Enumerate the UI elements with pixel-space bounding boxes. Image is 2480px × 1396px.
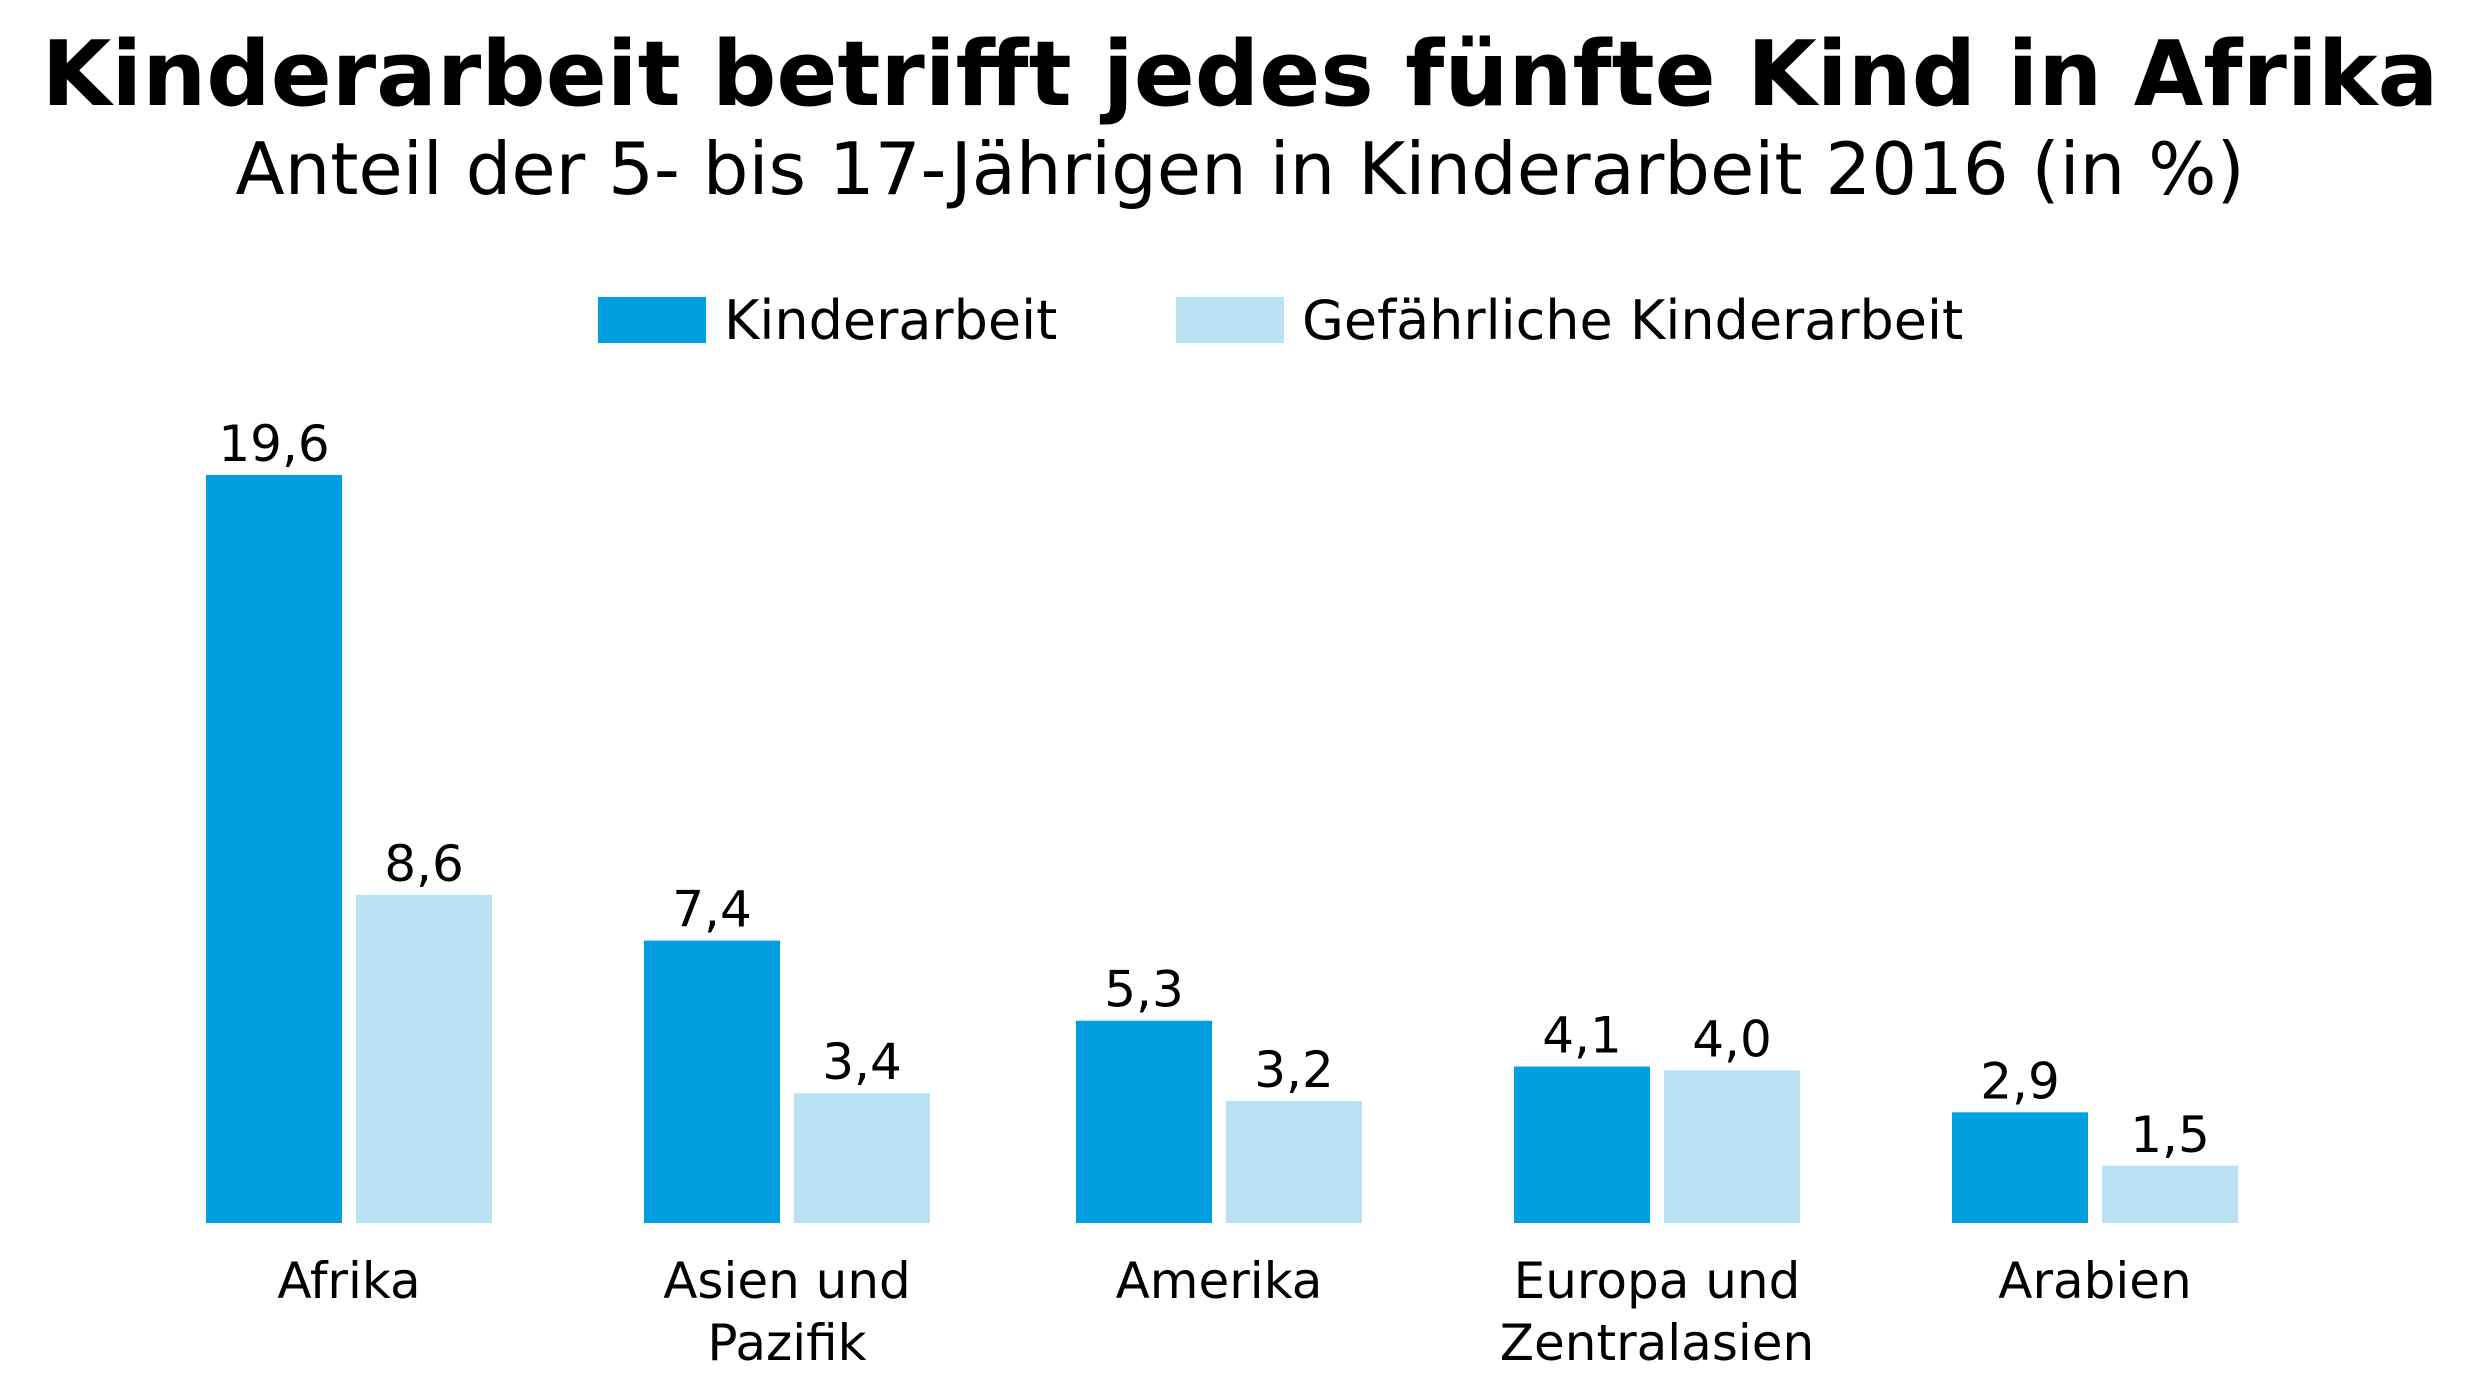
bar-kinderarbeit-4 [1952, 1112, 2088, 1223]
category-label-1-1: Pazifik [707, 1314, 866, 1372]
bar-kinderarbeit-1 [644, 940, 780, 1223]
data-label-gefaehrliche-kinderarbeit-3: 4,0 [1692, 1010, 1772, 1068]
category-label-0-0: Afrika [277, 1252, 420, 1310]
bar-gefaehrliche-kinderarbeit-0 [356, 894, 492, 1223]
bar-kinderarbeit-2 [1076, 1020, 1212, 1223]
category-label-1-0: Asien und [663, 1252, 911, 1310]
legend-item-gefaehrliche-kinderarbeit: Gefährliche Kinderarbeit [1176, 285, 1963, 355]
data-label-kinderarbeit-4: 2,9 [1980, 1052, 2060, 1110]
legend-swatch-gefaehrliche-kinderarbeit [1176, 297, 1284, 343]
legend-label-gefaehrliche-kinderarbeit: Gefährliche Kinderarbeit [1302, 288, 1964, 352]
category-label-2-0: Amerika [1116, 1252, 1323, 1310]
chart-subtitle: Anteil der 5- bis 17-Jährigen in Kindera… [235, 127, 2245, 211]
category-label-3-0: Europa und [1514, 1252, 1801, 1310]
category-label-4-0: Arabien [1998, 1252, 2191, 1310]
data-label-kinderarbeit-0: 19,6 [218, 415, 329, 473]
legend-swatch-kinderarbeit [598, 297, 706, 343]
data-label-kinderarbeit-1: 7,4 [672, 881, 752, 939]
bar-gefaehrliche-kinderarbeit-2 [1226, 1100, 1362, 1223]
bar-gefaehrliche-kinderarbeit-3 [1664, 1070, 1800, 1223]
bar-gefaehrliche-kinderarbeit-1 [794, 1093, 930, 1223]
legend: Kinderarbeit Gefährliche Kinderarbeit [0, 285, 2480, 355]
legend-item-kinderarbeit: Kinderarbeit [598, 285, 1057, 355]
data-label-kinderarbeit-2: 5,3 [1104, 961, 1184, 1019]
category-label-3-1: Zentralasien [1500, 1314, 1814, 1372]
bar-gefaehrliche-kinderarbeit-4 [2102, 1165, 2238, 1223]
legend-label-kinderarbeit: Kinderarbeit [724, 288, 1058, 352]
data-label-gefaehrliche-kinderarbeit-0: 8,6 [384, 835, 464, 893]
data-label-gefaehrliche-kinderarbeit-4: 1,5 [2130, 1106, 2210, 1164]
data-label-gefaehrliche-kinderarbeit-2: 3,2 [1254, 1041, 1334, 1099]
data-label-gefaehrliche-kinderarbeit-1: 3,4 [822, 1033, 902, 1091]
bar-kinderarbeit-0 [206, 475, 342, 1223]
chart-title: Kinderarbeit betrifft jedes fünfte Kind … [41, 22, 2439, 127]
bar-kinderarbeit-3 [1514, 1066, 1650, 1223]
data-label-kinderarbeit-3: 4,1 [1542, 1007, 1622, 1065]
